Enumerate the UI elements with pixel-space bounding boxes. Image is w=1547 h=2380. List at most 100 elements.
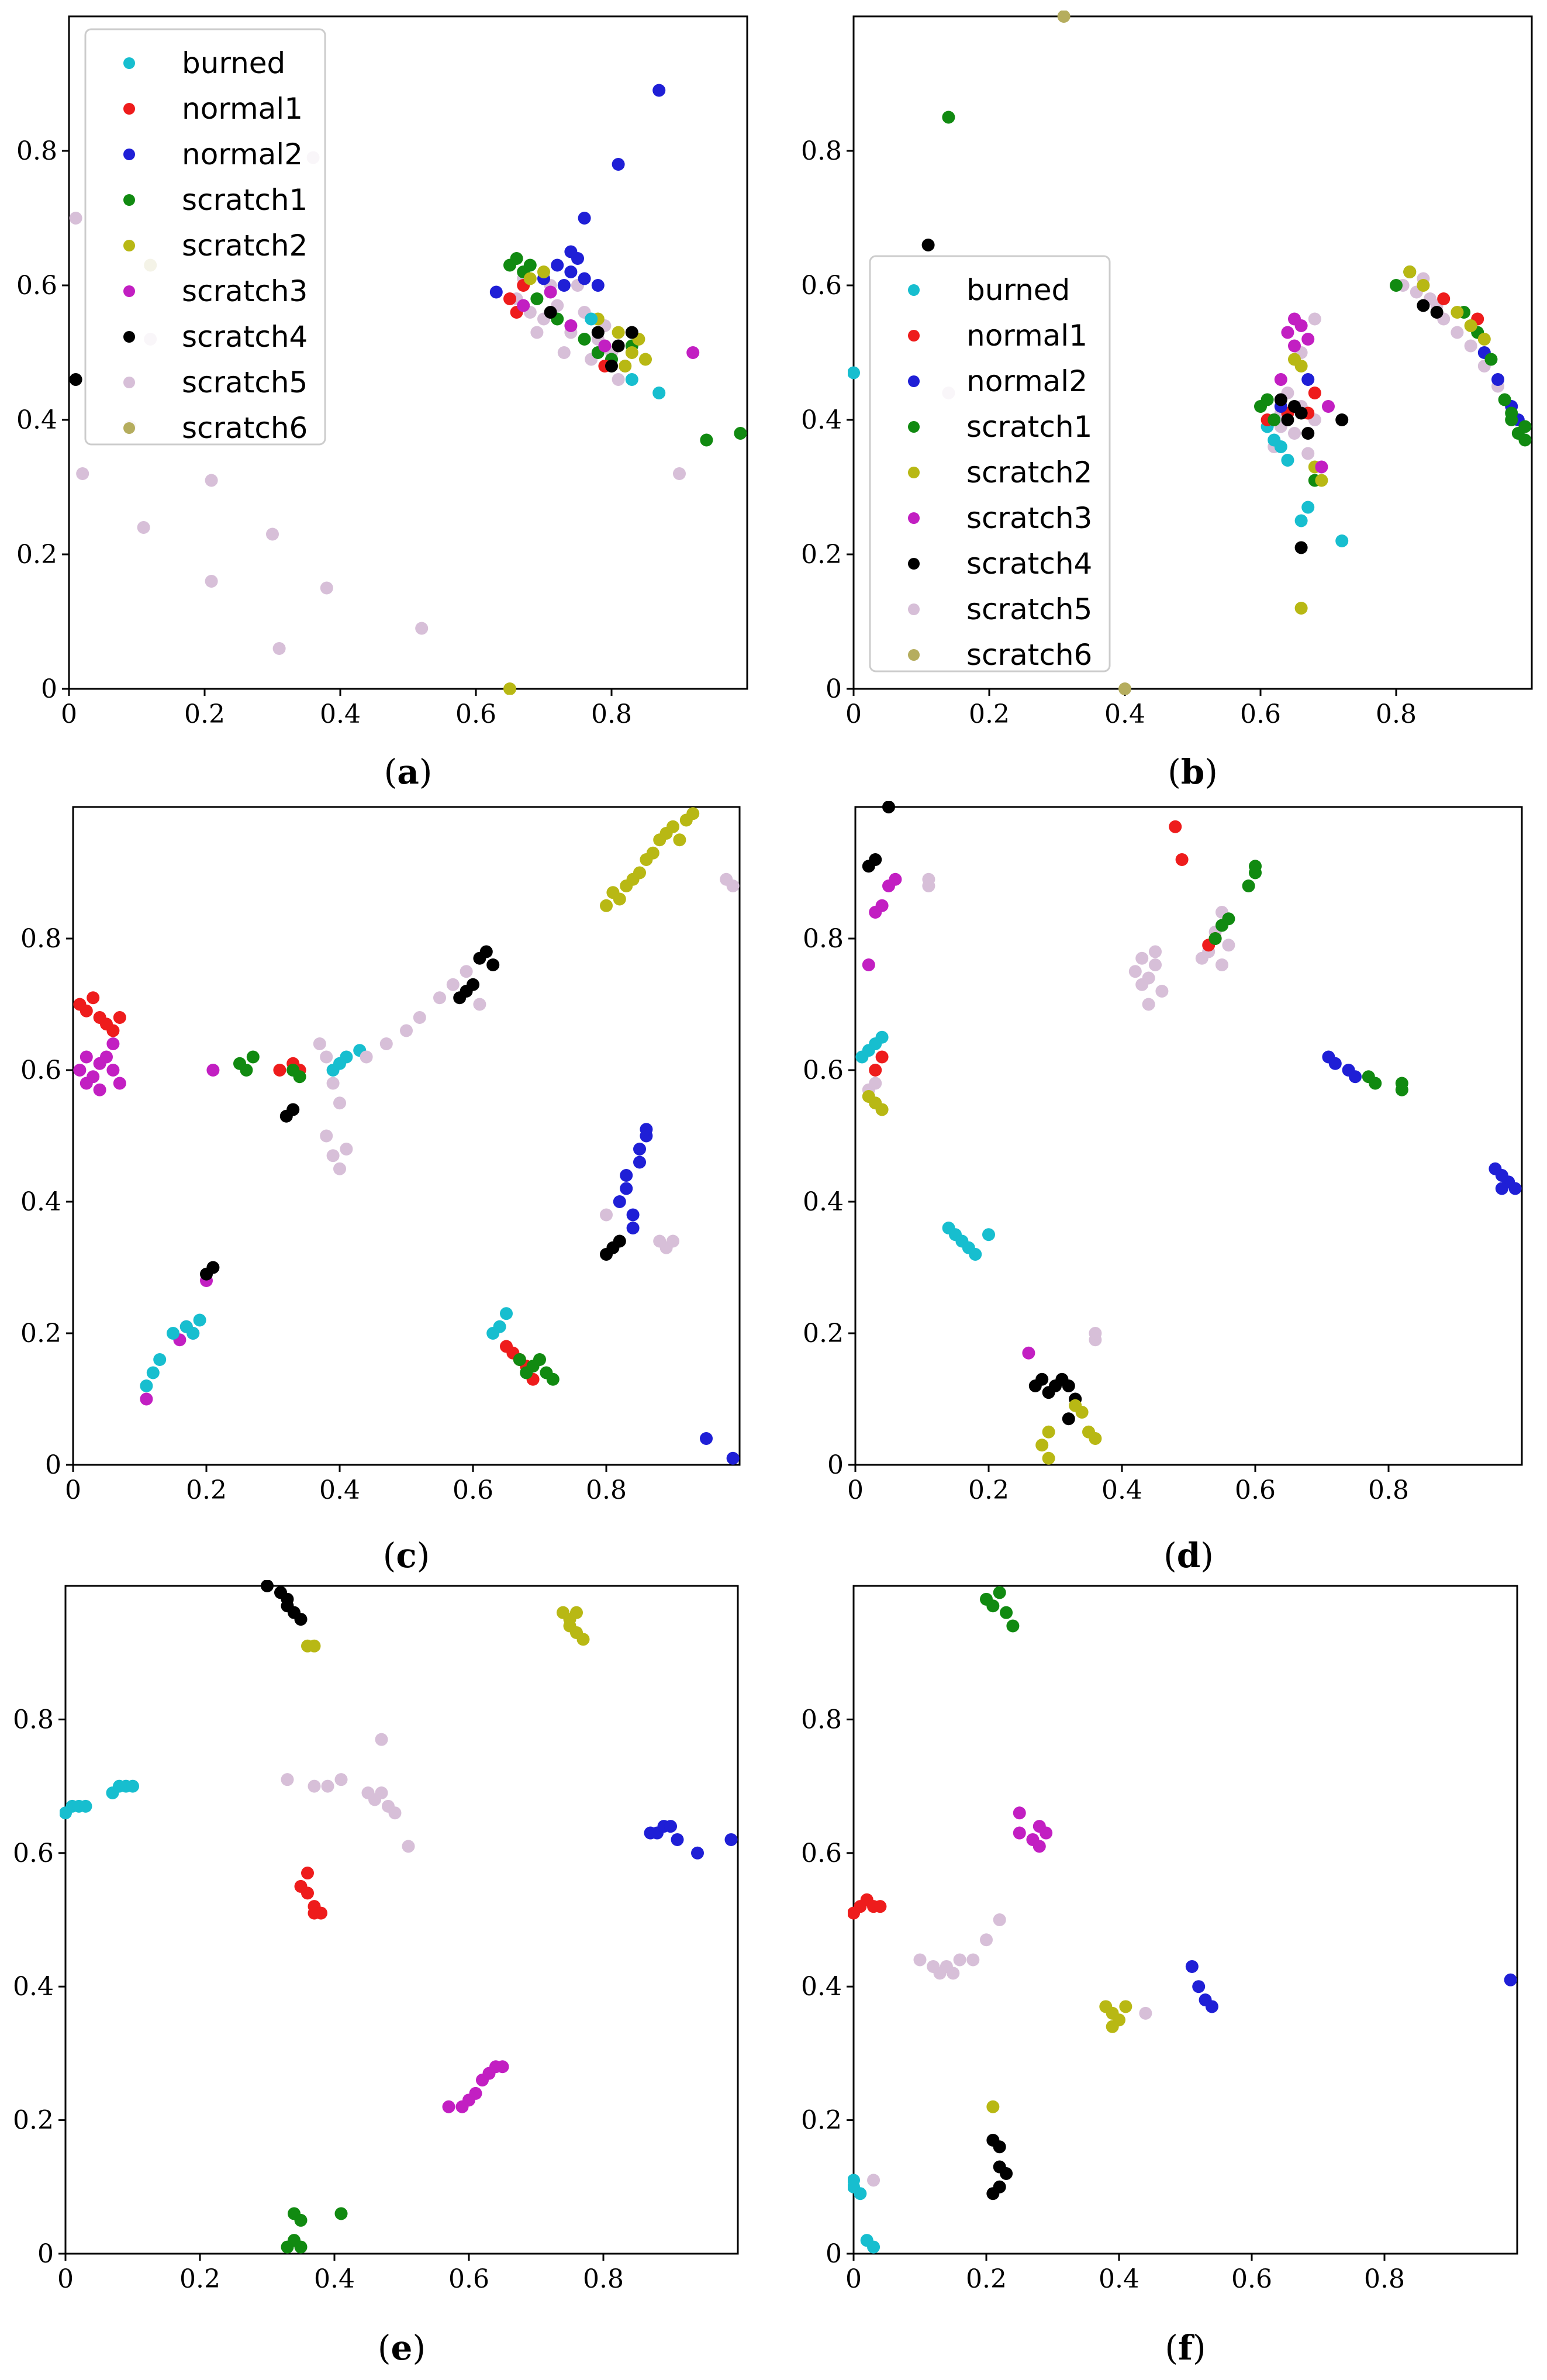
data-point-normal2 (578, 272, 591, 285)
data-point-scratch1 (240, 1064, 253, 1077)
data-point-scratch2 (1035, 1439, 1049, 1452)
series-scratch1 (281, 2207, 348, 2254)
legend-marker-burned (123, 57, 135, 69)
legend-marker-normal1 (123, 103, 135, 115)
y-tick-label: 0.2 (801, 2106, 842, 2136)
series-normal2 (1322, 1050, 1522, 1195)
data-point-burned (854, 2187, 867, 2200)
data-point-scratch2 (613, 892, 626, 906)
x-tick-label: 0.8 (1364, 2264, 1405, 2294)
legend-label-scratch1: scratch1 (182, 183, 308, 217)
y-tick-label: 0.6 (20, 1056, 61, 1085)
data-point-scratch4 (1274, 393, 1287, 406)
data-point-scratch5 (313, 1037, 326, 1050)
data-point-scratch2 (633, 866, 646, 879)
y-tick-label: 0.4 (801, 1972, 842, 2002)
data-point-scratch1 (294, 2213, 308, 2227)
legend-label-scratch4: scratch4 (966, 547, 1092, 581)
x-tick-label: 0.6 (1240, 699, 1281, 729)
panel-caption: (a) (384, 752, 433, 792)
data-point-scratch5 (1128, 965, 1142, 978)
data-point-scratch5 (980, 1933, 993, 1947)
data-point-scratch5 (308, 1779, 321, 1793)
legend-box (869, 255, 1111, 672)
legend-marker-scratch4 (908, 558, 920, 570)
data-point-scratch2 (612, 326, 625, 339)
data-point-normal1 (875, 1050, 889, 1064)
data-point-normal2 (1328, 1057, 1342, 1070)
series-scratch2 (986, 2000, 1132, 2113)
data-point-burned (585, 312, 598, 326)
data-point-scratch5 (667, 1234, 679, 1248)
legend-label-scratch2: scratch2 (182, 229, 308, 263)
data-point-scratch5 (413, 1011, 426, 1024)
data-point-burned (1281, 454, 1294, 467)
y-tick-label: 0 (826, 674, 842, 704)
legend-label-scratch5: scratch5 (966, 592, 1092, 626)
panel-caption: (e) (378, 2328, 426, 2368)
series-scratch3 (517, 285, 700, 359)
y-tick-label: 0.8 (20, 924, 61, 954)
chart-panel-e: 0 0.2 0.4 0.6 0.8 0 0.2 0.4 0.6 0.8 (e) (13, 1580, 739, 2368)
x-tick-label: 0.2 (968, 1475, 1009, 1505)
data-point-burned (875, 1030, 889, 1044)
x-tick-label: 0.6 (1235, 1475, 1276, 1505)
data-point-normal2 (578, 212, 591, 225)
data-point-scratch4 (1062, 1412, 1075, 1426)
data-point-normal2 (700, 1432, 713, 1445)
y-tick-label: 0.2 (13, 2106, 54, 2136)
data-point-scratch2 (1294, 602, 1308, 615)
series-scratch4 (862, 801, 1082, 1426)
legend: burned normal1 normal2 scratch1 scratch2 scra… (869, 255, 1111, 672)
legend-label-normal2: normal2 (182, 137, 303, 171)
data-point-scratch1 (334, 2207, 348, 2220)
x-tick-label: 0.6 (453, 1475, 493, 1505)
data-point-scratch4 (1035, 1372, 1049, 1386)
series-burned (848, 366, 1349, 547)
data-point-scratch4 (467, 978, 479, 991)
data-point-scratch1 (1505, 406, 1518, 420)
series-scratch1 (980, 1586, 1020, 1633)
data-point-normal2 (633, 1143, 646, 1155)
series-scratch5 (313, 872, 740, 1254)
data-point-scratch1 (993, 1586, 1006, 1599)
data-point-scratch4 (591, 326, 605, 339)
data-point-scratch2 (1451, 306, 1464, 319)
data-point-burned (1301, 501, 1315, 514)
legend-marker-scratch6 (908, 649, 920, 661)
data-point-normal1 (80, 1004, 93, 1017)
data-point-normal2 (626, 1208, 640, 1222)
data-point-scratch1 (1000, 1606, 1013, 1619)
series-scratch4 (986, 2133, 1013, 2200)
panel-caption: (b) (1168, 752, 1218, 792)
y-tick-label: 0.4 (803, 1187, 844, 1217)
data-point-scratch5 (1451, 326, 1464, 339)
data-point-normal2 (691, 1846, 704, 1860)
data-point-normal2 (724, 1833, 738, 1846)
x-tick-label: 0.4 (314, 2264, 355, 2294)
data-point-scratch5 (320, 581, 333, 595)
legend-label-scratch5: scratch5 (182, 365, 308, 399)
data-point-scratch1 (1249, 860, 1262, 873)
series-normal1 (848, 1893, 887, 1920)
data-point-scratch1 (734, 427, 747, 440)
data-point-burned (1274, 440, 1287, 453)
data-point-normal2 (1495, 1182, 1508, 1195)
data-point-scratch3 (1033, 1840, 1046, 1853)
data-point-scratch1 (546, 1372, 560, 1386)
data-point-burned (167, 1327, 179, 1340)
x-tick-label: 0.8 (583, 2264, 624, 2294)
data-point-scratch5 (1301, 447, 1315, 460)
data-point-scratch5 (388, 1806, 402, 1820)
series-scratch3 (442, 2060, 509, 2113)
data-point-scratch4 (294, 1613, 308, 1626)
data-point-burned (848, 2174, 860, 2187)
data-point-scratch2 (570, 1606, 583, 1619)
data-point-normal2 (612, 158, 625, 171)
x-tick-label: 0.8 (1376, 699, 1417, 729)
data-point-normal1 (1308, 387, 1321, 399)
data-point-normal2 (633, 1155, 646, 1169)
data-point-scratch2 (673, 833, 686, 847)
legend-marker-scratch6 (123, 422, 135, 434)
x-tick-label: 0.2 (184, 699, 225, 729)
